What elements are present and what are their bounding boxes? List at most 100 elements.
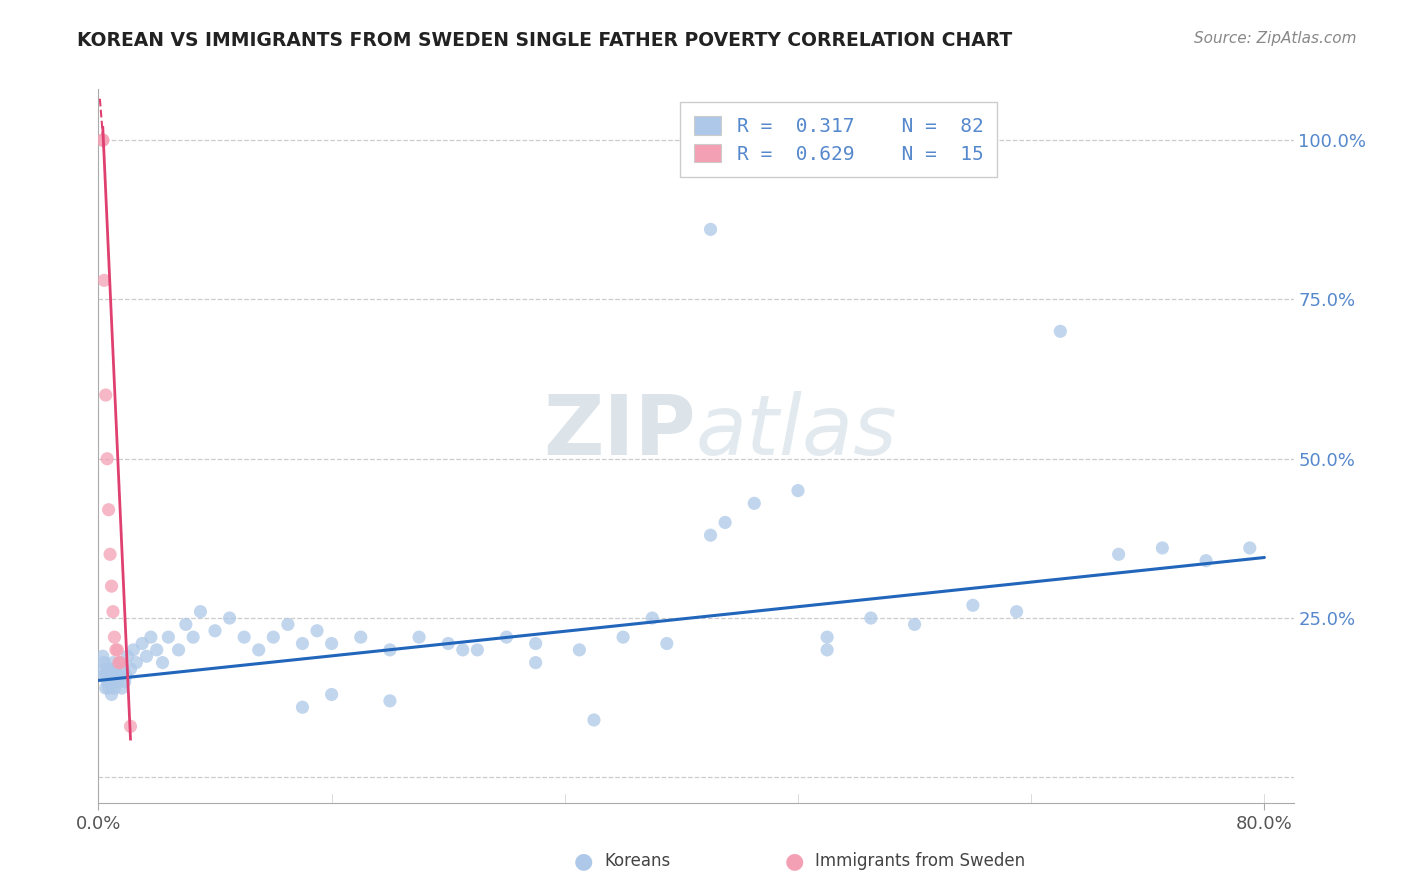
Point: [962, 599, 984, 613]
Point: [350, 630, 373, 644]
Point: [1005, 605, 1028, 619]
Point: [568, 643, 591, 657]
Point: [91, 133, 114, 147]
Point: [104, 662, 127, 676]
Point: [859, 611, 882, 625]
Point: [101, 605, 124, 619]
Point: [94, 388, 117, 402]
Point: [110, 656, 132, 670]
Point: [699, 222, 721, 236]
Point: [115, 668, 138, 682]
Point: [262, 630, 284, 644]
Point: [467, 643, 489, 657]
Point: [91, 649, 114, 664]
Point: [105, 674, 128, 689]
Point: [641, 611, 664, 625]
Point: [131, 636, 153, 650]
Point: [97, 681, 120, 695]
Point: [1152, 541, 1174, 555]
Text: KOREAN VS IMMIGRANTS FROM SWEDEN SINGLE FATHER POVERTY CORRELATION CHART: KOREAN VS IMMIGRANTS FROM SWEDEN SINGLE …: [77, 31, 1012, 50]
Point: [655, 636, 678, 650]
Point: [135, 649, 157, 664]
Point: [94, 668, 117, 682]
Point: [112, 662, 135, 676]
Point: [101, 656, 124, 670]
Point: [120, 719, 142, 733]
Point: [190, 605, 212, 619]
Point: [1049, 324, 1071, 338]
Point: [122, 643, 145, 657]
Point: [903, 617, 925, 632]
Point: [94, 681, 117, 695]
Text: ZIP: ZIP: [544, 392, 696, 472]
Text: Immigrants from Sweden: Immigrants from Sweden: [815, 852, 1025, 870]
Text: Koreans: Koreans: [605, 852, 671, 870]
Point: [277, 617, 299, 632]
Point: [157, 630, 180, 644]
Point: [167, 643, 190, 657]
Point: [93, 656, 115, 670]
Point: [233, 630, 256, 644]
Point: [247, 643, 270, 657]
Point: [524, 636, 547, 650]
Point: [91, 662, 114, 676]
Text: ●: ●: [785, 851, 804, 871]
Point: [321, 636, 343, 650]
Point: [1195, 554, 1218, 568]
Point: [93, 273, 115, 287]
Point: [218, 611, 240, 625]
Point: [305, 624, 328, 638]
Point: [815, 630, 838, 644]
Point: [451, 643, 474, 657]
Text: Source: ZipAtlas.com: Source: ZipAtlas.com: [1194, 31, 1357, 46]
Point: [291, 700, 314, 714]
Point: [98, 674, 121, 689]
Point: [524, 656, 547, 670]
Point: [437, 636, 460, 650]
Point: [97, 668, 120, 682]
Point: [108, 656, 131, 670]
Point: [100, 688, 122, 702]
Point: [582, 713, 605, 727]
Point: [93, 668, 115, 682]
Point: [139, 630, 162, 644]
Text: atlas: atlas: [696, 392, 897, 472]
Point: [787, 483, 810, 498]
Point: [815, 643, 838, 657]
Point: [378, 643, 401, 657]
Point: [699, 528, 721, 542]
Point: [204, 624, 226, 638]
Point: [111, 681, 134, 695]
Point: [378, 694, 401, 708]
Point: [1108, 547, 1130, 561]
Point: [114, 674, 136, 689]
Point: [152, 656, 174, 670]
Point: [408, 630, 430, 644]
Point: [91, 133, 114, 147]
Point: [104, 643, 127, 657]
Point: [174, 617, 197, 632]
Point: [714, 516, 737, 530]
Point: [108, 668, 131, 682]
Point: [120, 662, 142, 676]
Point: [103, 630, 125, 644]
Point: [98, 547, 121, 561]
Point: [110, 656, 132, 670]
Point: [612, 630, 634, 644]
Point: [103, 681, 125, 695]
Legend: R =  0.317    N =  82, R =  0.629    N =  15: R = 0.317 N = 82, R = 0.629 N = 15: [681, 103, 997, 178]
Point: [145, 643, 167, 657]
Point: [1239, 541, 1261, 555]
Point: [321, 688, 343, 702]
Point: [100, 674, 122, 689]
Point: [291, 636, 314, 650]
Point: [98, 662, 121, 676]
Point: [103, 668, 125, 682]
Point: [742, 496, 765, 510]
Point: [125, 656, 148, 670]
Text: ●: ●: [574, 851, 593, 871]
Point: [96, 451, 118, 466]
Point: [96, 662, 118, 676]
Point: [117, 649, 139, 664]
Point: [100, 579, 122, 593]
